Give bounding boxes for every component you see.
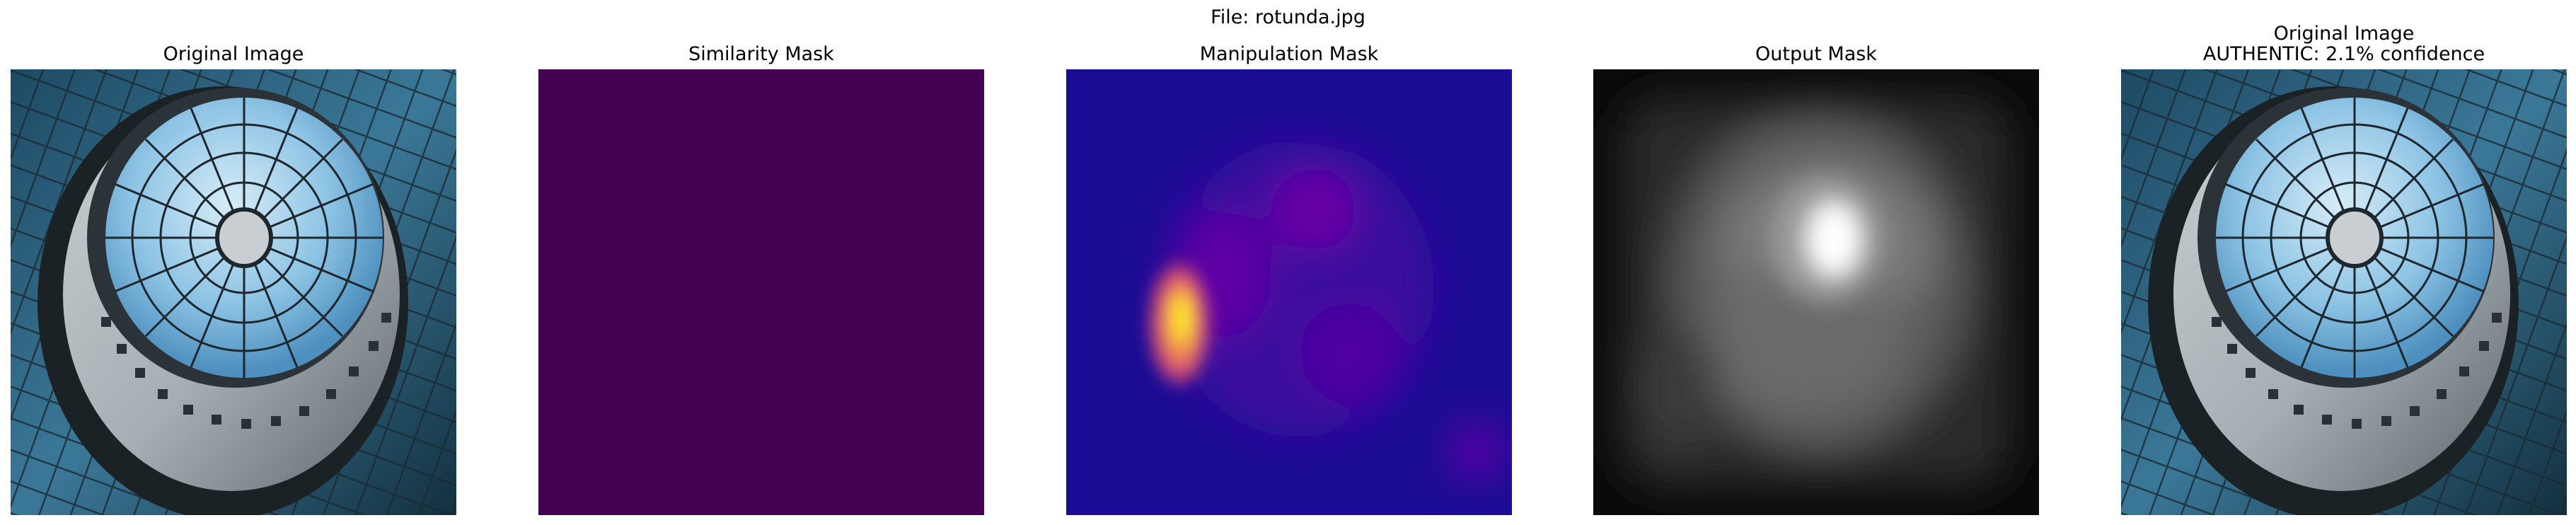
panel-title-similarity: Similarity Mask	[688, 43, 834, 65]
manipulation-mask-image	[1066, 69, 1512, 515]
authenticity-verdict: AUTHENTIC: 2.1% confidence	[2202, 43, 2485, 65]
output-mask-image	[1593, 69, 2039, 515]
panel-title-original: Original Image	[163, 43, 304, 65]
original-image	[11, 69, 456, 515]
panel-title-output: Output Mask	[1755, 43, 1877, 65]
original-image-result	[2121, 69, 2567, 515]
figure-title: File: rotunda.jpg	[1211, 6, 1365, 28]
similarity-mask-image	[538, 69, 984, 515]
panel-title-original-result: Original Image	[2273, 23, 2415, 45]
panel-title-manipulation: Manipulation Mask	[1199, 43, 1379, 65]
